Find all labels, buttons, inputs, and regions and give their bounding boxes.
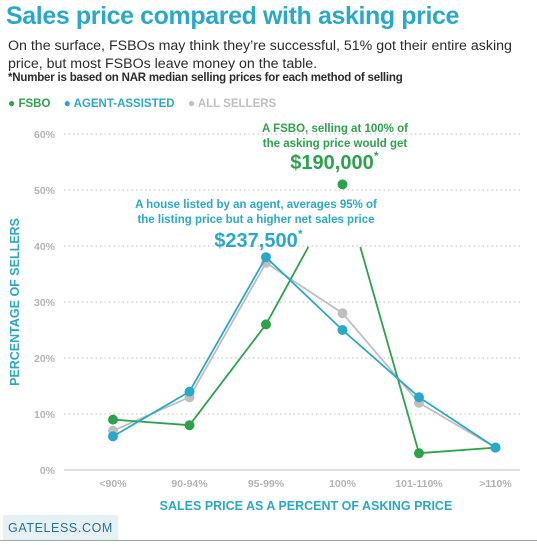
y-axis-label: PERCENTAGE OF SELLERS <box>8 218 22 386</box>
data-point <box>490 442 501 453</box>
annotation-agent-line-1: A house listed by an agent, averages 95%… <box>135 199 377 211</box>
data-point <box>261 252 271 263</box>
y-tick-label: 0% <box>40 465 56 477</box>
x-axis: <90% 90-94% 95-99% 100% 101-110% >110% <box>99 478 512 490</box>
y-axis: 0% 10% 20% 30% 40% 50% 60% <box>34 129 56 477</box>
legend-dot-icon: ● <box>63 96 71 110</box>
annotation-fsbo: A FSBO, selling at 100% of the asking pr… <box>262 123 408 174</box>
x-axis-label: SALES PRICE AS A PERCENT OF ASKING PRICE <box>160 499 453 513</box>
series-line <box>112 255 496 449</box>
series-agent-assisted <box>108 252 501 453</box>
data-point <box>184 420 195 431</box>
y-tick-label: 60% <box>34 129 56 141</box>
y-tick-label: 50% <box>34 185 56 197</box>
gateless-link[interactable]: GATELESS.COM <box>3 515 118 541</box>
bottom-divider <box>0 540 537 541</box>
data-point <box>414 448 424 459</box>
series-segment <box>188 323 267 426</box>
x-tick-label: 101-110% <box>395 478 443 490</box>
series-segment <box>359 246 420 454</box>
chart-legend: ● FSBO ● AGENT-ASSISTED ● ALL SELLERS <box>8 96 286 110</box>
series-segment <box>265 246 310 325</box>
data-point <box>261 319 271 330</box>
y-tick-label: 20% <box>34 353 56 365</box>
legend-item-agent: ● AGENT-ASSISTED <box>63 96 178 110</box>
chart-subtitle: On the surface, FSBOs may think they’re … <box>8 38 512 72</box>
data-point <box>337 179 348 190</box>
grid <box>64 133 520 471</box>
legend-label-all: ALL SELLERS <box>197 98 277 110</box>
y-tick-label: 40% <box>34 241 56 253</box>
y-tick-label: 30% <box>34 297 56 309</box>
y-tick-label: 10% <box>34 409 56 421</box>
annotation-fsbo-line-2: the asking price would get <box>263 138 408 150</box>
x-tick-label: 100% <box>329 478 357 490</box>
chart-title: Sales price compared with asking price <box>6 2 460 30</box>
legend-label-agent: AGENT-ASSISTED <box>73 98 175 110</box>
data-point <box>108 414 118 425</box>
series-line <box>112 261 496 449</box>
data-point <box>414 392 424 403</box>
data-point <box>184 386 195 397</box>
series-segment <box>418 446 496 455</box>
annotation-fsbo-line-1: A FSBO, selling at 100% of <box>262 123 408 135</box>
series-segment <box>112 418 190 427</box>
legend-item-fsbo: ● FSBO <box>8 96 54 110</box>
annotation-fsbo-asterisk: * <box>374 151 379 163</box>
annotation-fsbo-value: $190,000 <box>290 152 373 174</box>
series-group <box>108 179 501 459</box>
legend-dot-icon: ● <box>8 96 16 110</box>
x-tick-label: 95-99% <box>248 478 285 490</box>
annotation-agent-line-2: the listing price but a higher net sales… <box>137 214 374 226</box>
data-point <box>337 325 348 335</box>
chart-footnote: *Number is based on NAR median selling p… <box>8 72 403 84</box>
annotation-agent-asterisk: * <box>298 229 303 241</box>
x-tick-label: >110% <box>479 478 512 490</box>
legend-item-all: ● ALL SELLERS <box>187 96 277 110</box>
data-point <box>337 308 348 319</box>
x-tick-label: <90% <box>99 478 127 490</box>
annotation-agent-value: $237,500 <box>214 230 297 252</box>
x-tick-label: 90-94% <box>171 478 208 490</box>
annotation-agent: A house listed by an agent, averages 95%… <box>135 199 377 252</box>
legend-label-fsbo: FSBO <box>18 98 51 110</box>
data-point <box>108 431 118 442</box>
legend-dot-icon: ● <box>187 96 196 110</box>
